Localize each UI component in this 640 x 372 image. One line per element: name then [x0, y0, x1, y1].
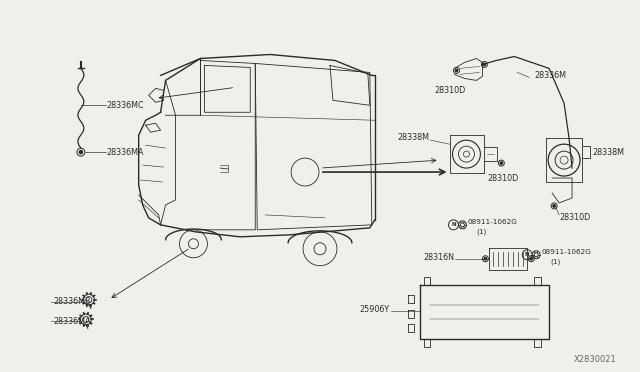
Circle shape: [553, 205, 556, 207]
Text: 28336MB: 28336MB: [53, 297, 90, 306]
Text: 28336MA: 28336MA: [53, 317, 90, 326]
Text: 28310D: 28310D: [559, 214, 590, 222]
Circle shape: [455, 69, 458, 72]
Text: 28338M: 28338M: [592, 148, 624, 157]
Circle shape: [483, 63, 486, 65]
Text: 28336MA: 28336MA: [107, 148, 144, 157]
Text: N: N: [525, 252, 529, 257]
Text: (1): (1): [476, 228, 486, 235]
Text: 28336M: 28336M: [534, 71, 566, 80]
Text: 28310D: 28310D: [488, 173, 518, 183]
Circle shape: [484, 257, 486, 260]
Circle shape: [500, 162, 502, 164]
Text: X2830021: X2830021: [574, 355, 617, 364]
Text: 28336MC: 28336MC: [107, 101, 145, 110]
Text: 28316N: 28316N: [424, 253, 454, 262]
Text: 25906Y: 25906Y: [360, 305, 390, 314]
Text: 28310D: 28310D: [435, 86, 466, 95]
Text: 08911-1062G: 08911-1062G: [541, 249, 591, 255]
Circle shape: [79, 151, 83, 154]
Text: 08911-1062G: 08911-1062G: [467, 219, 517, 225]
Circle shape: [530, 257, 532, 260]
Text: (1): (1): [550, 259, 561, 265]
Text: N: N: [451, 222, 456, 227]
Text: 28338M: 28338M: [397, 133, 429, 142]
